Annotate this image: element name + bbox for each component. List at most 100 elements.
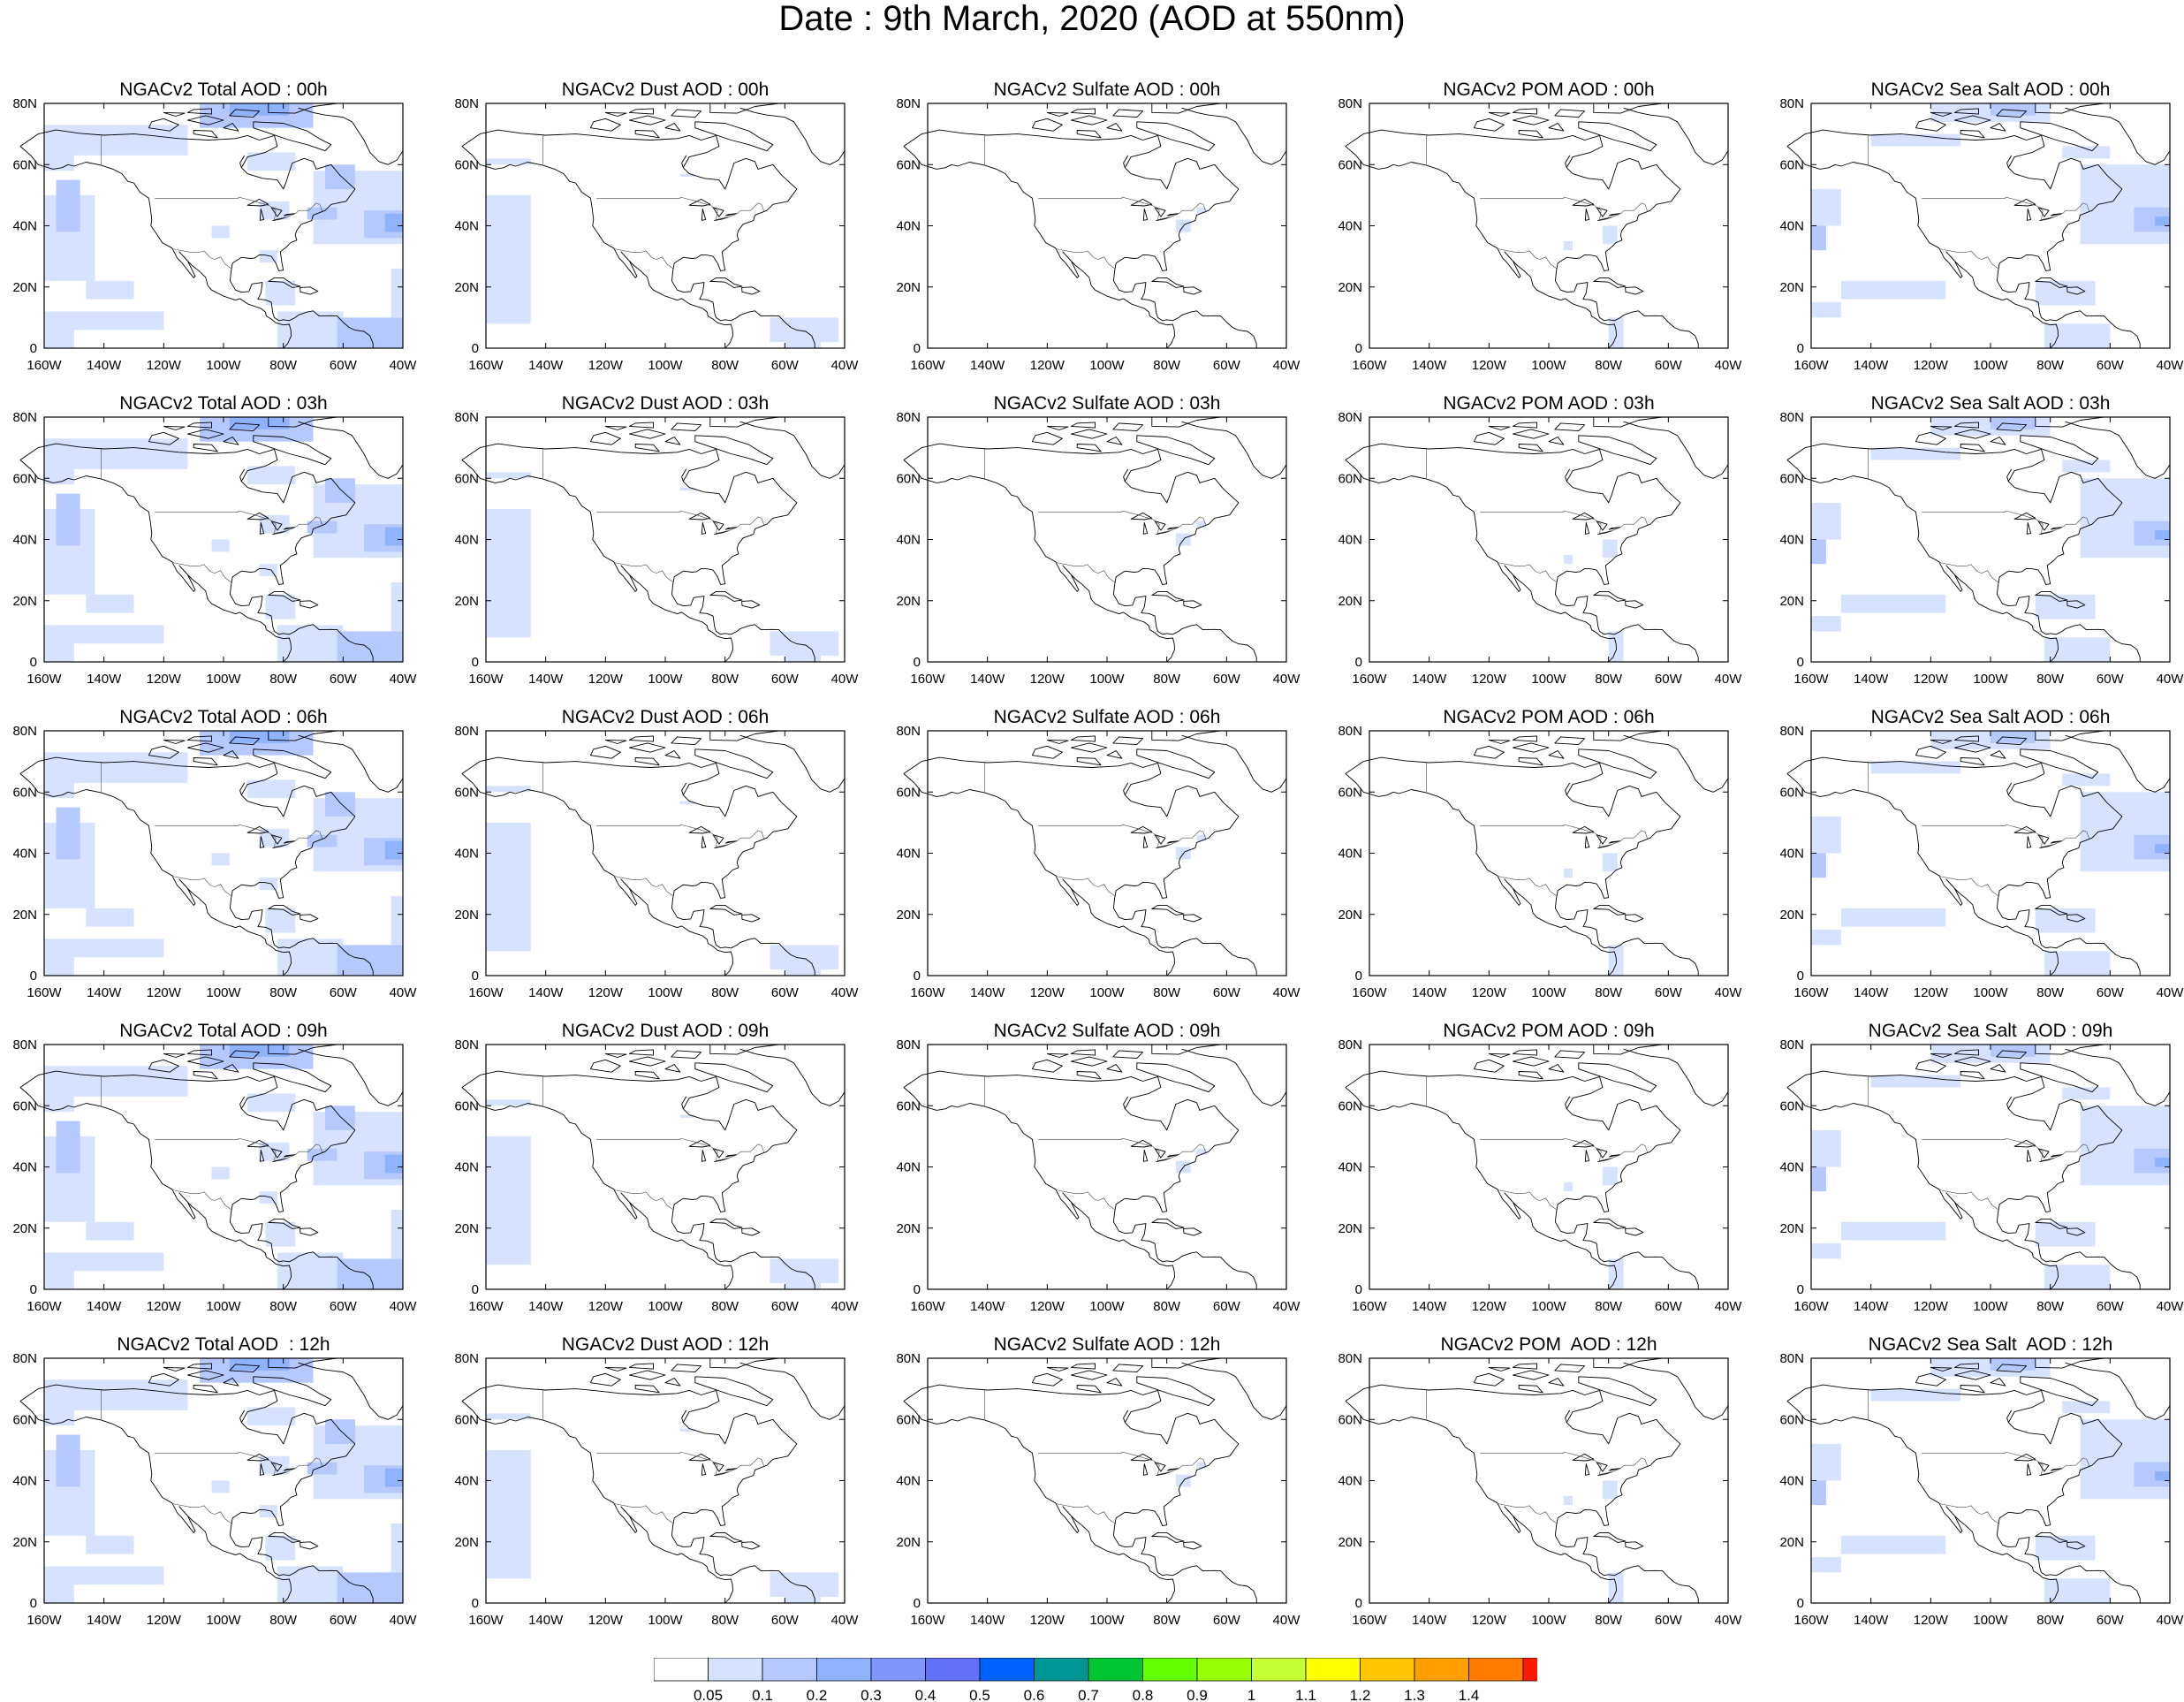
coastline [1786,756,2141,976]
island [193,757,218,766]
panel-title: NGACv2 Sea Salt AOD : 09h [1868,1021,2113,1041]
aod-shade-cell [1811,225,1826,251]
political-border [596,197,681,199]
island [163,1366,186,1371]
island [1136,1376,1216,1407]
political-border [596,1452,681,1454]
map-panel-sulfate-9h: NGACv2 Sulfate AOD : 09h 80N 60N 40N 20N 0 160… [896,1021,1301,1316]
island [186,422,212,429]
island [300,1227,319,1236]
lon-label: 120W [147,672,182,687]
political-border [614,876,674,897]
great-lake [1166,527,1179,530]
political-border [1121,1451,1206,1475]
lon-label: 80W [2036,672,2065,687]
island [229,109,261,118]
lat-label: 20N [1779,908,1804,923]
political-border [1038,1138,1123,1140]
island [1183,1541,1202,1550]
lon-label: 40W [390,672,418,687]
plot-frame [485,416,846,663]
map-panel-dust-12h: NGACv2 Dust AOD : 12h 80N 60N 40N 20N 0 160W 14… [454,1334,859,1630]
coastline [2006,782,2013,795]
panel-title: NGACv2 POM AOD : 12h [1440,1334,1657,1355]
political-border [614,1189,674,1211]
coastline [461,756,815,976]
great-lake [1597,1471,1612,1477]
lon-label: 60W [1213,672,1241,687]
lat-label: 0 [472,1596,479,1611]
lat-label: 0 [1797,341,1804,356]
lon-label: 160W [910,672,945,687]
coastlines [461,1357,846,1604]
lat-label: 60N [896,1412,921,1427]
island [1076,444,1102,452]
lon-label: 40W [2157,672,2184,687]
coastlines [1345,1044,1729,1290]
island [1996,109,2028,118]
panel-title: NGACv2 Total AOD : 09h [119,1021,328,1041]
island [1915,745,1946,759]
aod-shade-cell [44,125,188,156]
panel-title: NGACv2 Sulfate AOD : 06h [993,707,1221,727]
island [1473,431,1505,445]
aod-shade-cell [1991,417,2036,429]
lon-label: 140W [528,1613,564,1628]
coastlines [1345,416,1729,663]
island [268,904,301,916]
island [694,435,774,466]
island [229,736,261,746]
island [1183,914,1202,923]
political-border [172,248,232,270]
political-border [1038,197,1123,199]
lat-label: 80N [896,96,921,111]
island [1578,1376,1657,1407]
island [2035,1531,2068,1543]
map-panel-dust-0h: NGACv2 Dust AOD : 00h 80N 60N 40N 20N 0 160W 14… [454,80,859,375]
political-border [1939,562,1999,583]
great-lake [272,844,287,849]
lon-label: 40W [2157,1299,2184,1314]
aod-shade-cell [1991,1358,2036,1371]
coastline [239,1096,246,1109]
aod-shade-cell [785,650,821,662]
lon-label: 40W [390,985,418,1000]
lat-label: 40N [1338,1160,1362,1175]
island [186,115,224,125]
great-lake [259,209,265,221]
lon-label: 120W [1914,358,1949,373]
great-lake [1154,207,1166,217]
island [1518,1385,1543,1394]
lon-label: 100W [1973,672,2008,687]
great-lake [1597,217,1612,222]
plot-frame [485,103,846,349]
lon-label: 140W [87,1299,122,1314]
aod-shade-cell [679,1428,695,1432]
island [628,1370,666,1380]
lon-label: 60W [2097,1299,2125,1314]
coastlines [1786,1044,2171,1290]
lon-label: 60W [771,358,800,373]
aod-shade-cell [44,752,188,783]
lon-label: 140W [1854,358,1889,373]
lat-label: 0 [472,341,479,356]
great-lake [272,217,287,222]
coastline [903,443,1257,662]
lat-label: 40N [1779,533,1804,548]
great-lake [2026,1463,2032,1476]
lat-label: 80N [454,410,479,425]
island [634,1071,660,1080]
lat-label: 60N [12,785,37,800]
plot-frame [927,1044,1287,1290]
island [268,590,301,602]
aod-shade-cell [2044,951,2111,976]
island [1953,108,1979,115]
lat-label: 40N [896,1160,921,1175]
coastline [739,417,846,479]
island [1136,435,1216,466]
colorbar-swatch [1305,1658,1361,1682]
lon-label: 120W [147,358,182,373]
aod-shading [1811,1045,2170,1289]
lon-label: 160W [1793,672,1829,687]
